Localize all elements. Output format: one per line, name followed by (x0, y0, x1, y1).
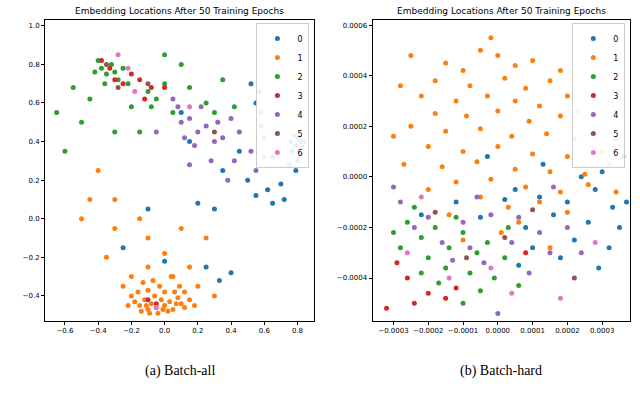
svg-text:2: 2 (613, 73, 618, 82)
svg-text:0.0002: 0.0002 (555, 327, 580, 335)
svg-text:0.4: 0.4 (28, 138, 40, 146)
svg-text:3: 3 (297, 92, 302, 101)
svg-text:1.0: 1.0 (28, 22, 39, 30)
svg-text:Embedding Locations After 50 T: Embedding Locations After 50 Training Ep… (75, 6, 284, 16)
svg-text:0.0004: 0.0004 (343, 72, 368, 80)
svg-text:−0.0001: −0.0001 (448, 327, 478, 335)
svg-text:0.0002: 0.0002 (343, 123, 368, 131)
svg-text:−0.0004: −0.0004 (337, 274, 368, 282)
svg-text:4: 4 (297, 111, 302, 120)
svg-text:5: 5 (297, 130, 302, 139)
svg-text:0.0000: 0.0000 (343, 173, 368, 181)
svg-text:3: 3 (613, 92, 618, 101)
svg-text:−0.0002: −0.0002 (413, 327, 443, 335)
svg-text:−0.6: −0.6 (56, 327, 74, 335)
svg-text:1: 1 (613, 54, 618, 63)
svg-text:0: 0 (613, 35, 618, 44)
svg-text:0.0000: 0.0000 (486, 327, 511, 335)
svg-text:−0.4: −0.4 (90, 327, 108, 335)
svg-text:−0.4: −0.4 (23, 292, 41, 300)
svg-text:(a) Batch-all: (a) Batch-all (145, 363, 215, 379)
svg-text:5: 5 (613, 130, 618, 139)
svg-text:4: 4 (613, 111, 618, 120)
svg-text:−0.0003: −0.0003 (378, 327, 408, 335)
svg-text:1: 1 (297, 54, 302, 63)
svg-text:0.0006: 0.0006 (343, 22, 368, 30)
svg-text:0.8: 0.8 (292, 327, 303, 335)
svg-text:0.0: 0.0 (28, 215, 39, 223)
svg-text:0.0001: 0.0001 (520, 327, 545, 335)
svg-text:0.0: 0.0 (159, 327, 170, 335)
svg-text:0.2: 0.2 (192, 327, 203, 335)
svg-text:6: 6 (297, 149, 302, 158)
svg-text:6: 6 (613, 149, 618, 158)
svg-text:(b) Batch-hard: (b) Batch-hard (460, 363, 542, 379)
svg-text:−0.2: −0.2 (23, 254, 40, 262)
svg-text:0.8: 0.8 (28, 61, 39, 69)
svg-text:2: 2 (297, 73, 302, 82)
svg-text:0.2: 0.2 (28, 177, 39, 185)
svg-text:0.6: 0.6 (259, 327, 271, 335)
svg-text:0: 0 (297, 35, 302, 44)
svg-text:0.0003: 0.0003 (590, 327, 615, 335)
svg-text:−0.0002: −0.0002 (337, 224, 367, 232)
svg-text:Embedding Locations After 50 T: Embedding Locations After 50 Training Ep… (397, 6, 606, 16)
svg-text:0.4: 0.4 (225, 327, 237, 335)
svg-text:−0.2: −0.2 (123, 327, 140, 335)
svg-text:0.6: 0.6 (28, 99, 40, 107)
